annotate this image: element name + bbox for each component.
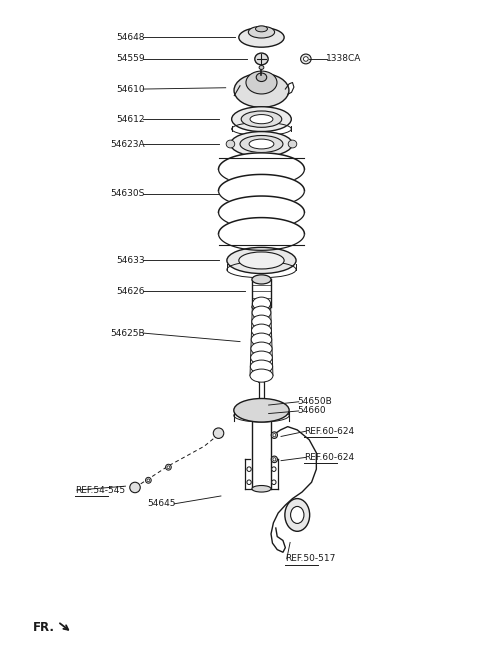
Ellipse shape	[259, 66, 264, 70]
Ellipse shape	[145, 478, 151, 484]
Ellipse shape	[239, 252, 284, 269]
Ellipse shape	[250, 114, 273, 124]
Text: 54623A: 54623A	[110, 139, 144, 148]
Text: 54645: 54645	[147, 499, 176, 509]
Text: 54625B: 54625B	[110, 328, 144, 338]
Ellipse shape	[288, 140, 297, 148]
Ellipse shape	[167, 466, 170, 468]
Ellipse shape	[255, 53, 268, 65]
Ellipse shape	[251, 333, 272, 346]
Ellipse shape	[232, 106, 291, 131]
Ellipse shape	[250, 360, 273, 373]
Text: REF.50-517: REF.50-517	[285, 555, 336, 563]
Ellipse shape	[252, 303, 271, 311]
Ellipse shape	[272, 480, 276, 484]
Ellipse shape	[250, 369, 273, 382]
Ellipse shape	[271, 432, 277, 438]
Ellipse shape	[255, 26, 267, 32]
Ellipse shape	[300, 54, 311, 64]
Ellipse shape	[226, 140, 235, 148]
Ellipse shape	[256, 73, 267, 81]
Ellipse shape	[251, 342, 272, 355]
Ellipse shape	[227, 248, 296, 273]
Ellipse shape	[273, 434, 276, 437]
Text: REF.60-624: REF.60-624	[304, 426, 355, 436]
Polygon shape	[218, 196, 304, 212]
Ellipse shape	[234, 399, 289, 422]
Ellipse shape	[246, 71, 277, 94]
Ellipse shape	[230, 131, 292, 156]
Ellipse shape	[271, 456, 277, 463]
Ellipse shape	[272, 467, 276, 472]
Text: 54626: 54626	[116, 286, 144, 296]
Ellipse shape	[252, 297, 271, 310]
Ellipse shape	[234, 74, 289, 107]
Ellipse shape	[249, 139, 274, 149]
Ellipse shape	[213, 428, 224, 438]
Ellipse shape	[239, 28, 284, 47]
Ellipse shape	[290, 507, 304, 524]
Text: 1338CA: 1338CA	[326, 55, 361, 64]
Polygon shape	[218, 217, 304, 234]
Text: 54610: 54610	[116, 85, 144, 93]
Ellipse shape	[240, 135, 283, 152]
Polygon shape	[218, 153, 304, 170]
Ellipse shape	[285, 499, 310, 532]
Polygon shape	[218, 175, 304, 191]
Text: 54633: 54633	[116, 256, 144, 265]
Ellipse shape	[252, 324, 271, 337]
Ellipse shape	[273, 458, 276, 461]
Ellipse shape	[251, 351, 272, 364]
Ellipse shape	[130, 482, 140, 493]
Ellipse shape	[247, 467, 251, 472]
Text: 54630S: 54630S	[110, 189, 144, 198]
Ellipse shape	[252, 486, 271, 492]
Ellipse shape	[303, 57, 308, 61]
Text: REF.54-545: REF.54-545	[75, 486, 125, 495]
Ellipse shape	[252, 306, 271, 319]
Text: FR.: FR.	[33, 621, 54, 634]
Text: 54660: 54660	[297, 407, 326, 415]
Ellipse shape	[147, 479, 150, 482]
Ellipse shape	[252, 275, 271, 284]
Text: 54650B: 54650B	[297, 397, 332, 406]
Text: 54612: 54612	[116, 115, 144, 124]
Text: REF.60-624: REF.60-624	[304, 453, 355, 462]
Ellipse shape	[248, 26, 275, 38]
Text: 54648: 54648	[116, 33, 144, 42]
Ellipse shape	[241, 111, 282, 127]
Ellipse shape	[166, 464, 171, 470]
Ellipse shape	[247, 480, 251, 484]
Ellipse shape	[252, 315, 271, 328]
Text: 54559: 54559	[116, 55, 144, 64]
